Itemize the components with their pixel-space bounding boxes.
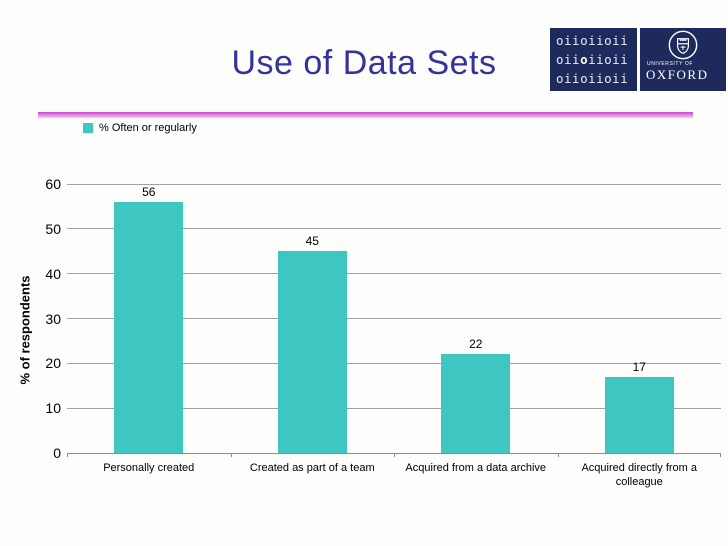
legend-label: % Often or regularly bbox=[99, 122, 197, 134]
legend-swatch bbox=[83, 123, 93, 133]
bar bbox=[277, 251, 347, 453]
gridline bbox=[67, 362, 721, 364]
oxford-logo-block: UNIVERSITY OF OXFORD bbox=[640, 28, 726, 91]
chart-legend: % Often or regularly bbox=[83, 122, 197, 134]
bar bbox=[114, 201, 184, 453]
bar-value-label: 17 bbox=[632, 359, 646, 374]
oii-logo-text-row: oiioiioii bbox=[556, 52, 629, 67]
x-category-label: Acquired from a data archive bbox=[405, 462, 547, 474]
x-category-label: Created as part of a team bbox=[249, 462, 375, 474]
x-axis-category-labels: Personally created Created as part of a t… bbox=[67, 461, 721, 505]
gridline bbox=[67, 318, 721, 319]
y-tick-label: 50 bbox=[45, 220, 61, 237]
bar bbox=[604, 376, 674, 453]
gridline bbox=[67, 407, 721, 409]
y-tick-label: 20 bbox=[45, 355, 61, 372]
y-tick-label: 10 bbox=[45, 400, 61, 417]
oii-logo-text-row: oiioiioii bbox=[556, 71, 629, 86]
chart-plot-area: 0 10 20 30 40 50 60 56 45 22 17 bbox=[45, 176, 721, 461]
bar bbox=[441, 354, 511, 453]
bar-value-label: 45 bbox=[305, 234, 319, 249]
x-axis-tick bbox=[230, 453, 232, 457]
y-tick-label: 40 bbox=[45, 265, 61, 282]
bar-value-label: 22 bbox=[469, 337, 483, 352]
x-axis-tick bbox=[394, 453, 395, 457]
page-title: Use of Data Sets bbox=[231, 44, 497, 82]
bar-value-label: 56 bbox=[142, 184, 156, 199]
oxford-crest-icon bbox=[668, 30, 698, 60]
title-divider bbox=[38, 112, 693, 118]
gridline bbox=[67, 228, 721, 230]
x-axis-tick bbox=[557, 453, 559, 457]
gridline bbox=[67, 273, 721, 275]
university-of-text: UNIVERSITY OF bbox=[647, 61, 694, 67]
gridline bbox=[67, 183, 721, 185]
oii-logo-text-row: oiioiioii bbox=[556, 33, 629, 48]
y-tick-label: 60 bbox=[45, 176, 61, 192]
x-category-label: Acquired directly from a colleague bbox=[581, 462, 698, 489]
y-tick-label: 0 bbox=[53, 445, 61, 461]
oii-logo-block: oiioiioii oiioiioii oiioiioii bbox=[550, 28, 637, 91]
x-axis-tick bbox=[67, 453, 68, 457]
x-category-label: Personally created bbox=[103, 462, 195, 474]
x-axis-tick bbox=[720, 453, 721, 457]
oxford-text: OXFORD bbox=[646, 67, 709, 82]
y-tick-label: 30 bbox=[45, 310, 61, 327]
